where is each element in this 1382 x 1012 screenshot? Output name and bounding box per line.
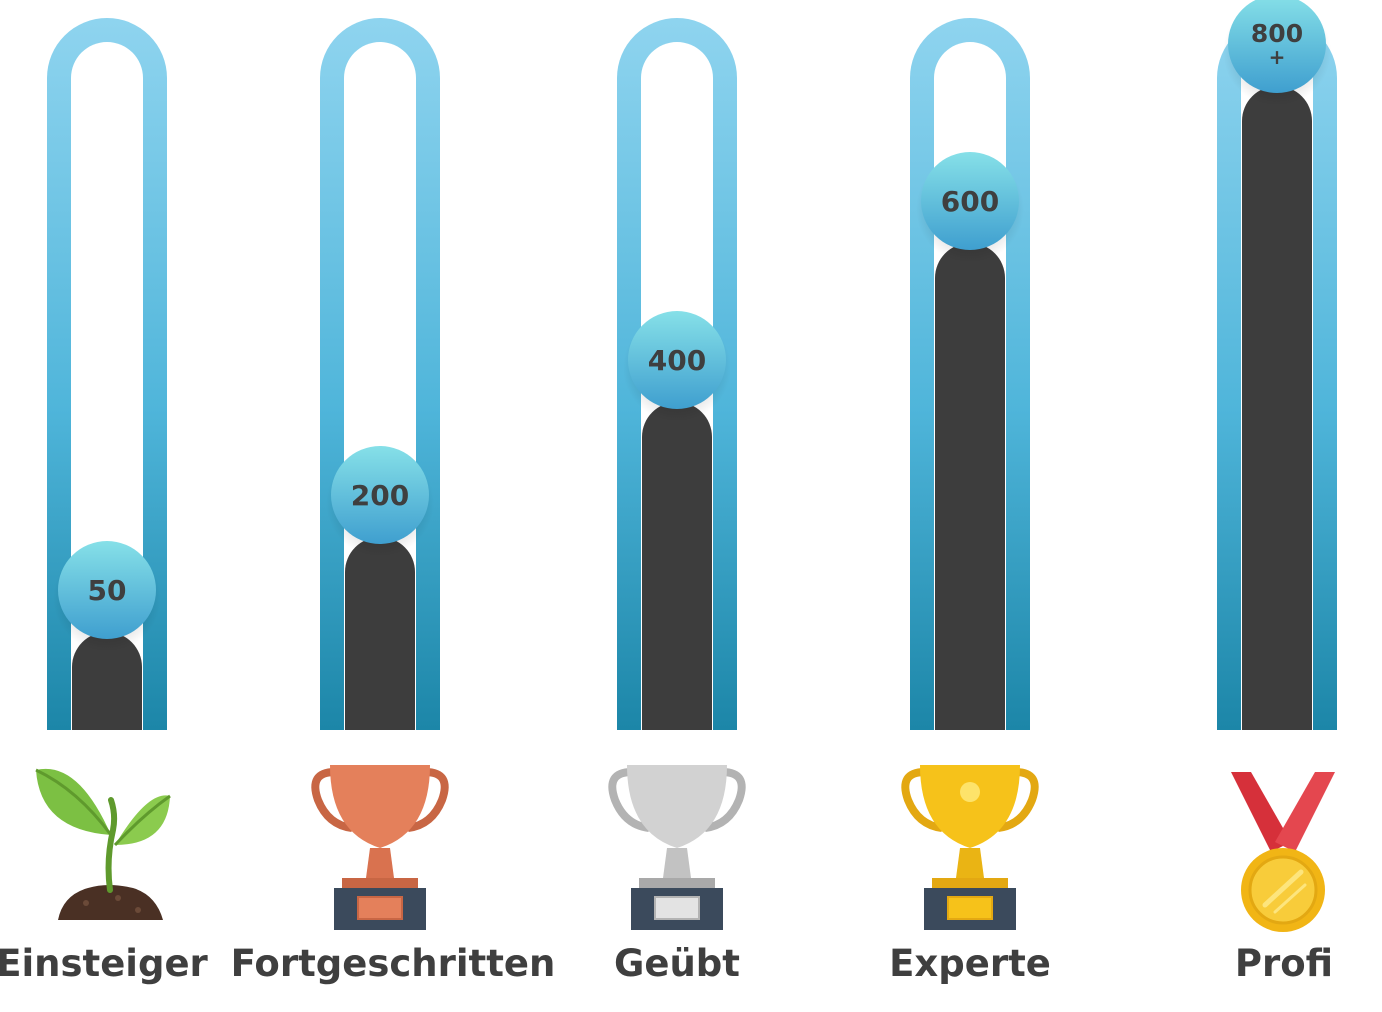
data-label-suffix-profi: + (1269, 45, 1286, 69)
category-label-fortgeschritten: Fortgeschritten (230, 942, 556, 985)
silver-trophy-icon (608, 765, 746, 930)
bar-profi (1242, 86, 1312, 730)
bar-fortgeschritten (345, 537, 415, 730)
category-label-geuebt: Geübt (614, 942, 740, 985)
bar-group (72, 86, 1312, 730)
bar-ge-bt (642, 402, 712, 730)
bar-experte (935, 243, 1005, 730)
gold-trophy-icon (901, 765, 1039, 930)
bubble-ge-bt (628, 311, 726, 409)
category-label-profi: Profi (1234, 942, 1334, 985)
category-label-einsteiger: Einsteiger (0, 942, 208, 985)
data-label-ge-bt: 400 (648, 344, 706, 377)
bubble-group: 50 200 400 600 800+ (53, 0, 1331, 652)
bar-einsteiger (72, 632, 142, 730)
data-label-experte: 600 (941, 185, 999, 218)
category-label-experte: Experte (889, 942, 1051, 985)
bubble-einsteiger (58, 541, 156, 639)
gold-medal-icon (1231, 772, 1335, 932)
data-label-einsteiger: 50 (88, 574, 127, 607)
bubble-profi (1228, 0, 1326, 93)
bubble-experte (921, 152, 1019, 250)
data-label-fortgeschritten: 200 (351, 479, 409, 512)
bronze-trophy-icon (311, 765, 449, 930)
sprout-icon (35, 768, 171, 920)
data-label-profi: 800 (1251, 19, 1303, 48)
bubble-fortgeschritten (331, 446, 429, 544)
